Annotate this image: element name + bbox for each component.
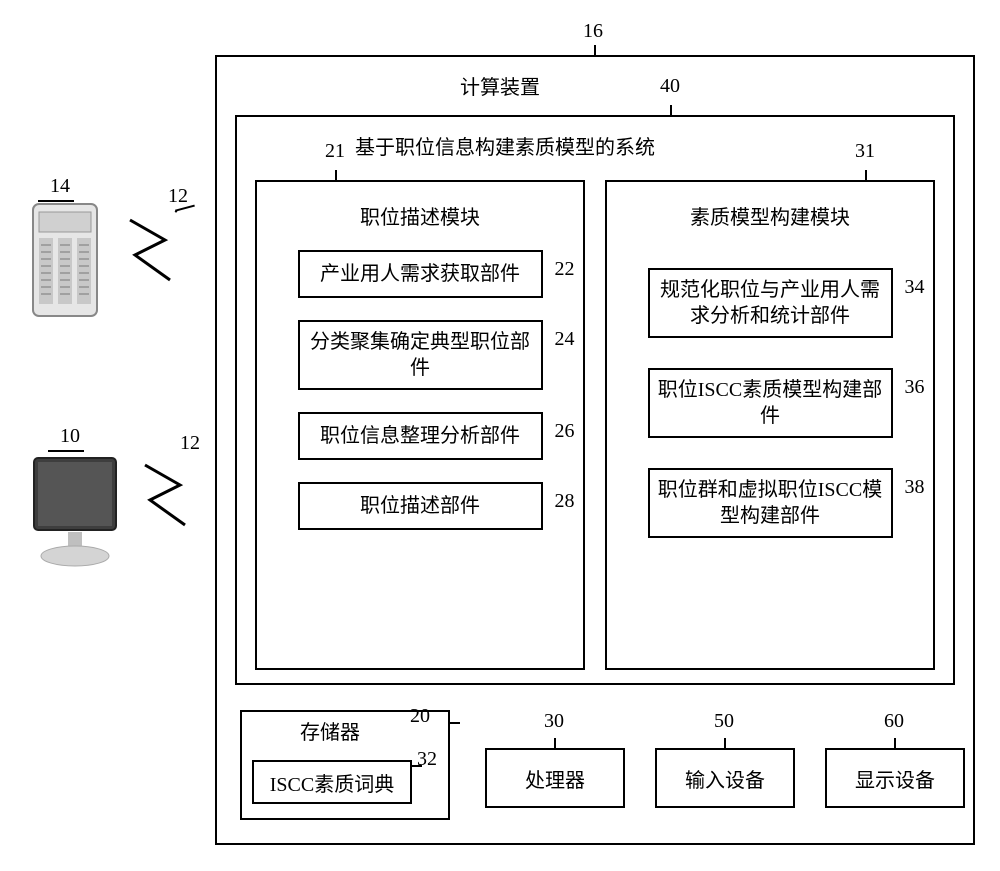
outer-title: 计算装置 <box>440 75 560 101</box>
right-item-3-num: 38 <box>905 474 925 500</box>
display-num: 60 <box>884 710 904 733</box>
bolt-bottom <box>140 460 190 530</box>
left-item-1-num: 22 <box>555 256 575 282</box>
right-item-3-label: 职位群和虚拟职位ISCC模型构建部件 <box>658 477 883 529</box>
right-module-title: 素质模型构建模块 <box>670 205 870 231</box>
storage-num: 20 <box>410 705 430 728</box>
left-module-tick <box>335 170 337 180</box>
processor-label: 处理器 <box>525 764 585 793</box>
storage-tick <box>450 722 460 724</box>
left-item-1-label: 产业用人需求获取部件 <box>320 261 520 287</box>
storage-inner-num: 32 <box>417 748 437 771</box>
processor-num: 30 <box>544 710 564 733</box>
system-title: 基于职位信息构建素质模型的系统 <box>340 135 670 161</box>
left-item-4: 职位描述部件 28 <box>298 482 543 530</box>
input-box: 输入设备 <box>655 748 795 808</box>
left-item-3-num: 26 <box>555 418 575 444</box>
bolt-bottom-num: 12 <box>180 432 200 455</box>
left-item-3: 职位信息整理分析部件 26 <box>298 412 543 460</box>
display-tick <box>894 738 896 748</box>
diagram-canvas: 16 计算装置 40 基于职位信息构建素质模型的系统 21 职位描述模块 产业用… <box>20 20 980 851</box>
storage-title: 存储器 <box>290 720 370 746</box>
left-item-1: 产业用人需求获取部件 22 <box>298 250 543 298</box>
system-num: 40 <box>660 75 680 98</box>
server-num-tick <box>38 200 74 202</box>
input-num: 50 <box>714 710 734 733</box>
right-item-2-label: 职位ISCC素质模型构建部件 <box>658 377 883 429</box>
monitor-icon <box>20 450 130 580</box>
right-item-3: 职位群和虚拟职位ISCC模型构建部件 38 <box>648 468 893 538</box>
input-tick <box>724 738 726 748</box>
input-label: 输入设备 <box>685 764 765 793</box>
right-item-2-num: 36 <box>905 374 925 400</box>
storage-inner: ISCC素质词典 <box>252 760 412 804</box>
left-item-4-num: 28 <box>555 488 575 514</box>
right-item-1-label: 规范化职位与产业用人需求分析和统计部件 <box>658 277 883 329</box>
left-item-3-label: 职位信息整理分析部件 <box>320 423 520 449</box>
bolt-top-num: 12 <box>168 185 188 208</box>
right-module-tick <box>865 170 867 180</box>
processor-box: 处理器 <box>485 748 625 808</box>
processor-tick <box>554 738 556 748</box>
display-box: 显示设备 <box>825 748 965 808</box>
outer-tick <box>594 45 596 55</box>
right-item-1: 规范化职位与产业用人需求分析和统计部件 34 <box>648 268 893 338</box>
left-item-2-label: 分类聚集确定典型职位部件 <box>308 329 533 381</box>
left-item-2-num: 24 <box>555 326 575 352</box>
monitor-num-tick <box>48 450 84 452</box>
left-module-num: 21 <box>325 140 345 163</box>
server-num: 14 <box>50 175 70 198</box>
storage-inner-label: ISCC素质词典 <box>270 768 394 797</box>
left-item-2: 分类聚集确定典型职位部件 24 <box>298 320 543 390</box>
bolt-top-tick <box>175 210 178 213</box>
right-item-2: 职位ISCC素质模型构建部件 36 <box>648 368 893 438</box>
monitor-num: 10 <box>60 425 80 448</box>
left-item-4-label: 职位描述部件 <box>360 493 480 519</box>
left-module-title: 职位描述模块 <box>340 205 500 231</box>
server-icon <box>25 200 105 320</box>
right-item-1-num: 34 <box>905 274 925 300</box>
outer-num: 16 <box>583 20 603 43</box>
right-module-num: 31 <box>855 140 875 163</box>
display-label: 显示设备 <box>855 764 935 793</box>
bolt-top <box>125 215 175 285</box>
system-tick <box>670 105 672 115</box>
